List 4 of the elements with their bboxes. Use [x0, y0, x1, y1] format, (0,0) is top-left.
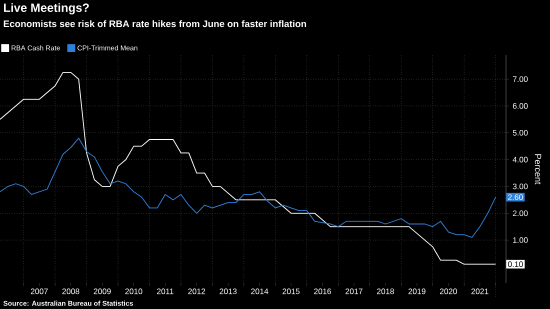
chart-subtitle: Economists see risk of RBA rate hikes from June on faster inflation	[4, 20, 306, 28]
y-axis-title: Percent	[534, 154, 542, 184]
line-series	[0, 72, 496, 265]
chart-title: Live Meetings?	[4, 3, 89, 14]
